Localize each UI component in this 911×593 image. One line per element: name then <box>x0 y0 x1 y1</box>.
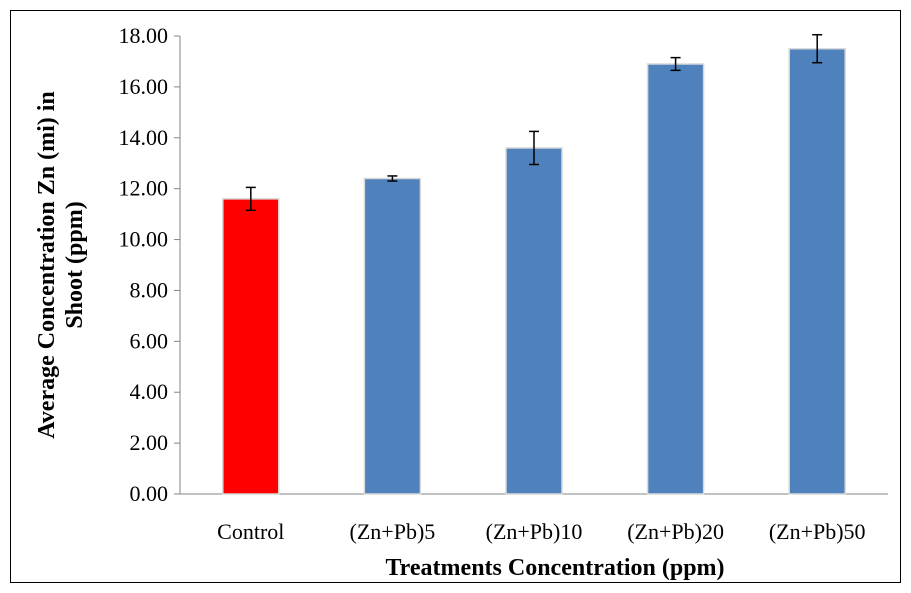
bars <box>222 47 846 495</box>
bar-1 <box>363 177 422 495</box>
error-bars <box>245 33 823 212</box>
x-axis-title: Treatments Concentration (ppm) <box>385 555 724 581</box>
y-axis: 0.00 2.00 4.00 6.00 8.00 10.00 12.00 14.00 16.00… <box>119 23 181 506</box>
x-tick-label: (Zn+Pb)20 <box>627 519 724 544</box>
x-tick-label: (Zn+Pb)5 <box>350 519 436 544</box>
bar-4 <box>788 47 846 495</box>
y-tick-label: 0.00 <box>130 481 169 506</box>
y-tick-label: 4.00 <box>130 379 169 404</box>
bar-2 <box>505 147 563 495</box>
x-tick-label: Control <box>217 519 284 544</box>
y-tick-label: 10.00 <box>119 227 169 252</box>
y-tick-label: 12.00 <box>119 176 169 201</box>
x-tick-label: (Zn+Pb)10 <box>486 519 583 544</box>
x-axis: Control (Zn+Pb)5 (Zn+Pb)10 (Zn+Pb)20 (Zn+Pb)… <box>180 493 888 544</box>
y-tick-label: 16.00 <box>119 74 169 99</box>
y-tick-label: 8.00 <box>130 277 169 302</box>
bar-3 <box>646 63 705 495</box>
y-tick-label: 6.00 <box>130 328 169 353</box>
y-axis-title-line-1: Average Concentration Zn (mi) in <box>34 91 60 439</box>
chart-frame <box>10 10 901 583</box>
y-axis-title-line-2: Shoot (ppm) <box>62 201 88 328</box>
y-tick-label: 2.00 <box>130 430 169 455</box>
y-tick-label: 18.00 <box>119 23 169 48</box>
x-tick-label: (Zn+Pb)50 <box>769 519 866 544</box>
y-tick-label: 14.00 <box>119 125 169 150</box>
bar-0 <box>222 198 280 495</box>
